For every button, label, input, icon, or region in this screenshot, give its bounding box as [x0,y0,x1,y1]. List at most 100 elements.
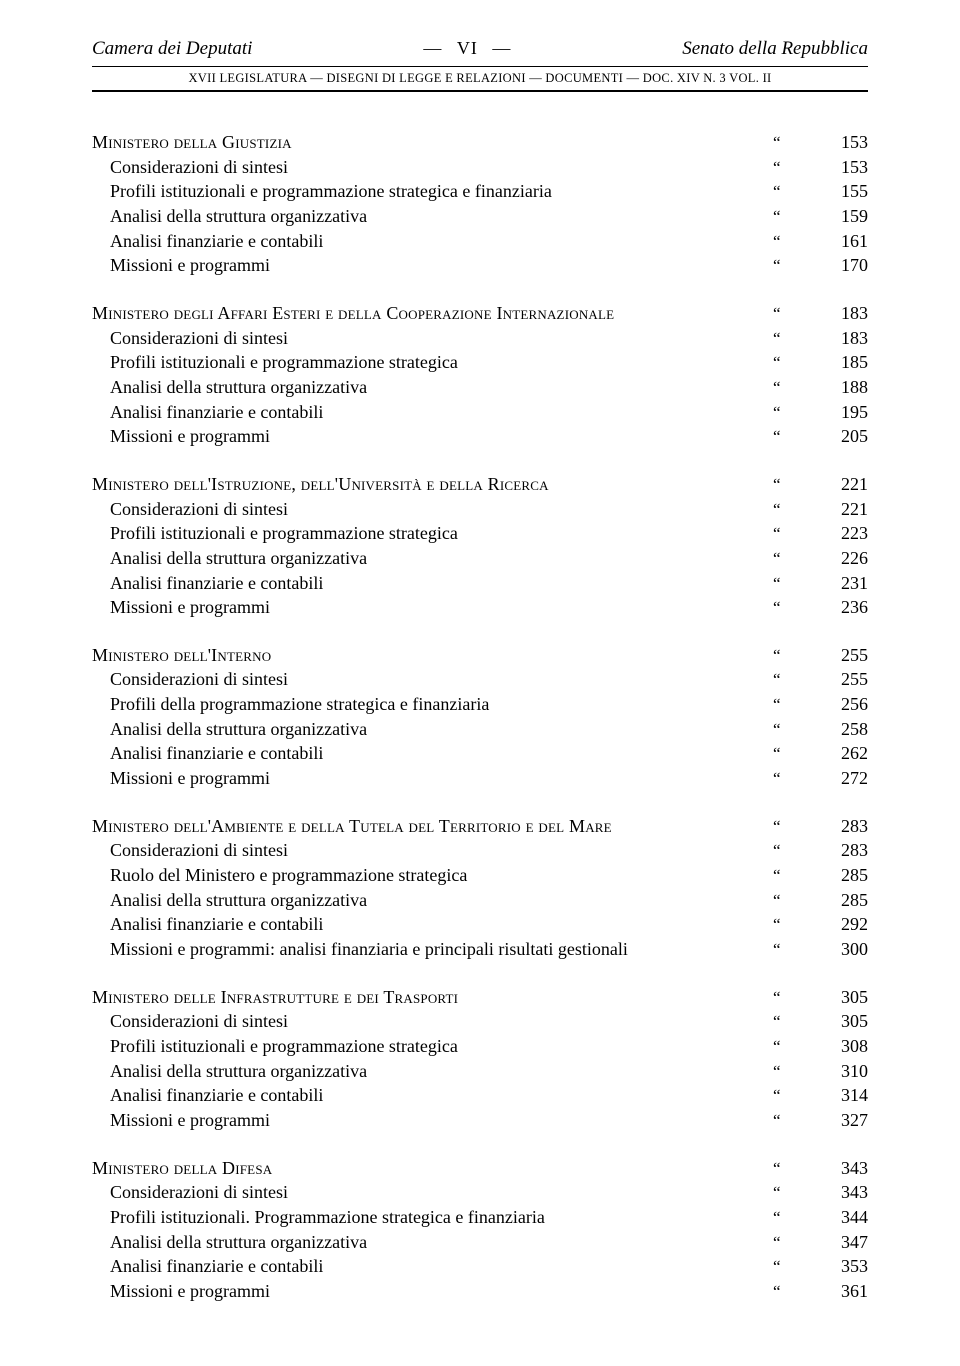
toc-page-ref: “353 [773,1254,868,1279]
toc-item-row: Profili istituzionali e programmazione s… [92,1034,868,1059]
toc-item-label: Missioni e programmi [92,424,773,449]
toc-item-label: Profili istituzionali. Programmazione st… [92,1205,773,1230]
toc-item-row: Missioni e programmi: analisi finanziari… [92,937,868,962]
ditto-mark: “ [773,986,791,1009]
ditto-mark: “ [773,401,791,424]
toc-item-row: Analisi finanziarie e contabili“195 [92,400,868,425]
toc-page-ref: “305 [773,985,868,1010]
page-number: 155 [816,179,868,204]
toc-item-label: Considerazioni di sintesi [92,1009,773,1034]
toc-section-title: Ministero della Giustizia [92,130,773,155]
header-center: — VI — [423,38,511,59]
toc-page-ref: “ 195 [773,400,868,425]
toc-item-label: Considerazioni di sintesi [92,155,773,180]
toc-item-label: Profili istituzionali e programmazione s… [92,179,773,204]
ditto-mark: “ [773,1060,791,1083]
toc-page-ref: “255 [773,667,868,692]
toc-item-row: Considerazioni di sintesi“221 [92,497,868,522]
toc-item-label: Ruolo del Ministero e programmazione str… [92,863,773,888]
toc-page-ref: “361 [773,1279,868,1304]
toc-page-ref: “285 [773,888,868,913]
ditto-mark: “ [773,938,791,961]
page-number: 195 [816,400,868,425]
toc-item-row: Ruolo del Ministero e programmazione str… [92,863,868,888]
toc-page-ref: “ 300 [773,937,868,962]
page-header: Camera dei Deputati — VI — Senato della … [92,38,868,60]
toc-item-label: Analisi finanziarie e contabili [92,1083,773,1108]
toc-item-label: Missioni e programmi [92,1108,773,1133]
ditto-mark: “ [773,351,791,374]
ditto-mark: “ [773,1280,791,1303]
ditto-mark: “ [773,522,791,545]
toc-page-ref: “255 [773,643,868,668]
page-number: 226 [816,546,868,571]
toc-item-row: Considerazioni di sintesi“ 153 [92,155,868,180]
ditto-mark: “ [773,693,791,716]
toc-item-row: Missioni e programmi“205 [92,424,868,449]
toc-item-row: Considerazioni di sintesi“305 [92,1009,868,1034]
page-number: 308 [816,1034,868,1059]
toc-item-row: Analisi finanziarie e contabili“292 [92,912,868,937]
page-number: 283 [816,838,868,863]
page-number: 262 [816,741,868,766]
toc-item-label: Considerazioni di sintesi [92,667,773,692]
toc-page-ref: “285 [773,863,868,888]
toc-page-ref: “ 153 [773,155,868,180]
page-number: 188 [816,375,868,400]
toc-item-label: Missioni e programmi [92,1279,773,1304]
toc-item-label: Analisi della struttura organizzativa [92,375,773,400]
toc-page-ref: “188 [773,375,868,400]
toc-item-row: Missioni e programmi“170 [92,253,868,278]
page-number: 221 [816,497,868,522]
page-number: 255 [816,643,868,668]
page-number: 305 [816,1009,868,1034]
page-number: 343 [816,1180,868,1205]
toc-page-ref: “ 221 [773,497,868,522]
toc-item-label: Analisi finanziarie e contabili [92,912,773,937]
toc-page-ref: “153 [773,130,868,155]
toc-page-ref: “343 [773,1180,868,1205]
toc-section-title: Ministero dell'Istruzione, dell'Universi… [92,472,773,497]
ditto-mark: “ [773,131,791,154]
toc-item-row: Analisi della struttura organizzativa“18… [92,375,868,400]
page-number: 153 [816,155,868,180]
page-number: 314 [816,1083,868,1108]
toc-item-row: Considerazioni di sintesi“283 [92,838,868,863]
ditto-mark: “ [773,596,791,619]
toc-item-row: Analisi della struttura organizzativa“25… [92,717,868,742]
page-number: 183 [816,301,868,326]
page-number: 310 [816,1059,868,1084]
ditto-mark: “ [773,767,791,790]
toc-section-title-row: Ministero delle Infrastrutture e dei Tra… [92,985,868,1010]
ditto-mark: “ [773,473,791,496]
ditto-mark: “ [773,742,791,765]
toc-page-ref: “258 [773,717,868,742]
toc-item-label: Analisi della struttura organizzativa [92,546,773,571]
page-number: 159 [816,204,868,229]
sub-header: XVII LEGISLATURA — DISEGNI DI LEGGE E RE… [92,66,868,92]
ditto-mark: “ [773,1035,791,1058]
toc-item-row: Analisi finanziarie e contabili“314 [92,1083,868,1108]
toc-item-label: Analisi della struttura organizzativa [92,717,773,742]
toc-section-title: Ministero dell'Interno [92,643,773,668]
toc-item-label: Considerazioni di sintesi [92,1180,773,1205]
ditto-mark: “ [773,156,791,179]
toc-item-label: Profili istituzionali e programmazione s… [92,350,773,375]
ditto-mark: “ [773,230,791,253]
toc-section: Ministero dell'Ambiente e della Tutela d… [92,814,868,962]
page-number: 272 [816,766,868,791]
toc-section-title-row: Ministero della Giustizia“153 [92,130,868,155]
ditto-mark: “ [773,302,791,325]
toc-page-ref: “226 [773,546,868,571]
ditto-mark: “ [773,815,791,838]
header-right: Senato della Repubblica [682,38,868,60]
page-number: 347 [816,1230,868,1255]
ditto-mark: “ [773,913,791,936]
page-number: 327 [816,1108,868,1133]
ditto-mark: “ [773,718,791,741]
page-number: 300 [816,937,868,962]
page-number: 285 [816,863,868,888]
toc-item-label: Analisi finanziarie e contabili [92,229,773,254]
ditto-mark: “ [773,498,791,521]
page-number: 161 [816,229,868,254]
